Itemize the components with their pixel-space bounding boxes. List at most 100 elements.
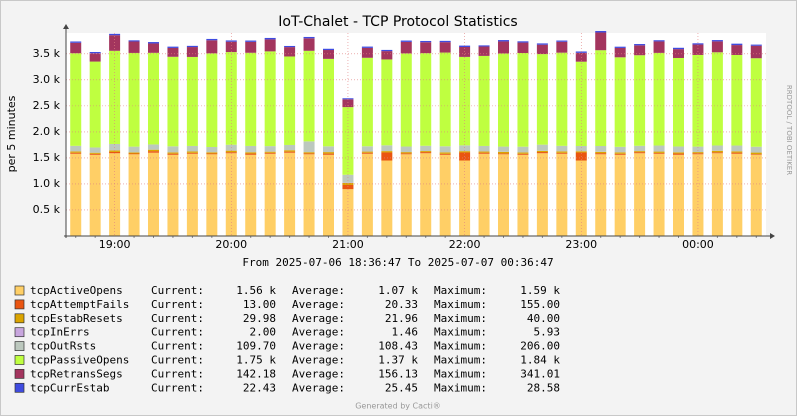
bar-segment [673,57,684,147]
bar-segment [342,174,354,183]
bar-segment [614,154,626,236]
bar-segment [517,42,529,53]
bar-segment [750,44,762,46]
bar-segment [361,152,373,154]
bar-segment [264,146,276,152]
bar-segment [284,56,296,145]
bar-segment [225,41,237,53]
bar-segment [245,152,257,154]
bar-segment [167,47,179,57]
bar-segment [342,98,354,100]
bar-segment [284,47,296,57]
bar-segment [711,40,723,42]
legend-column-label: Current: [151,312,204,325]
bar-segment [148,152,159,236]
x-tick-label: 22:00 [449,238,481,251]
bar-segment [206,154,218,236]
bar-segment [653,153,665,236]
bar-segment [400,153,412,155]
bar-segment [556,151,568,153]
bar-segment [186,56,198,146]
bar-segment [70,53,82,146]
bar-segment [498,153,509,155]
bar-segment [303,152,315,154]
bar-segment [420,40,432,43]
legend-label: tcpOutRsts [30,340,96,353]
bar-segment [303,38,315,51]
bar-segment [517,146,529,153]
bar-segment [148,149,159,152]
legend-average: 156.13 [378,367,418,380]
bar-segment [614,47,626,58]
bar-segment [634,44,646,46]
bar-segment [186,151,198,153]
bar-segment [536,152,548,154]
legend-current: 2.00 [250,326,277,339]
bar-segment [89,61,101,148]
bar-segment [381,51,393,60]
bar-segment [575,61,587,147]
legend-current: 1.75 k [236,354,276,367]
legend-column-label: Maximum: [434,326,487,339]
footer: Generated by Cacti® [355,402,441,411]
bar-segment [206,152,218,154]
bar-segment [167,154,179,236]
legend-average: 21.96 [385,312,418,325]
legend-maximum: 206.00 [520,340,560,353]
bar-segment [614,152,626,154]
legend-average: 1.37 k [378,354,418,367]
legend-maximum: 40.00 [527,312,560,325]
bar-segment [478,153,490,236]
bar-segment [536,43,548,45]
bar-segment [186,145,198,152]
bar-segment [400,146,412,152]
bar-segment [634,145,646,152]
bar-segment [128,146,140,153]
bar-segment [556,40,568,42]
legend-swatch [14,285,25,296]
bar-segment [109,153,121,236]
bar-segment [303,154,315,236]
bar-segment [342,184,354,190]
bar-segment [653,151,665,153]
bar-segment [245,40,257,42]
bar-segment [750,146,762,153]
y-tick-label: 1.0 k [33,177,61,190]
legend-maximum: 341.01 [520,367,560,380]
bar-segment [381,160,393,236]
legend-column-label: Current: [151,367,204,380]
bar-segment [342,189,354,236]
bar-segment [420,145,432,152]
bar-segment [653,41,665,53]
bar-segment [731,54,743,146]
bar-segment [731,145,743,152]
bar-segment [595,146,607,152]
bar-segment [653,152,665,154]
bar-segment [420,53,432,146]
bar-segment [711,153,723,236]
bar-segment [634,151,646,153]
legend-column-label: Maximum: [434,284,487,297]
x-tick-label: 00:00 [682,238,714,251]
legend-maximum: 5.93 [534,326,561,339]
bar-segment [478,55,490,146]
bar-segment [381,49,393,52]
bar-segment [400,41,412,54]
bar-segment [536,54,548,145]
bar-segment [89,152,101,154]
bar-segment [323,58,334,147]
bar-segment [264,37,276,40]
bar-segment [148,43,159,53]
bar-segment [556,41,568,53]
bar-segment [614,146,626,153]
bar-segment [439,154,451,236]
bar-segment [478,152,490,154]
legend-average: 20.33 [385,298,418,311]
legend-column-label: Maximum: [434,312,487,325]
bar-segment [323,146,334,153]
bar-segment [109,50,121,144]
bar-segment [206,40,218,54]
bar-segment [264,51,276,147]
bar-segment [556,152,568,154]
bar-segment [498,53,509,147]
